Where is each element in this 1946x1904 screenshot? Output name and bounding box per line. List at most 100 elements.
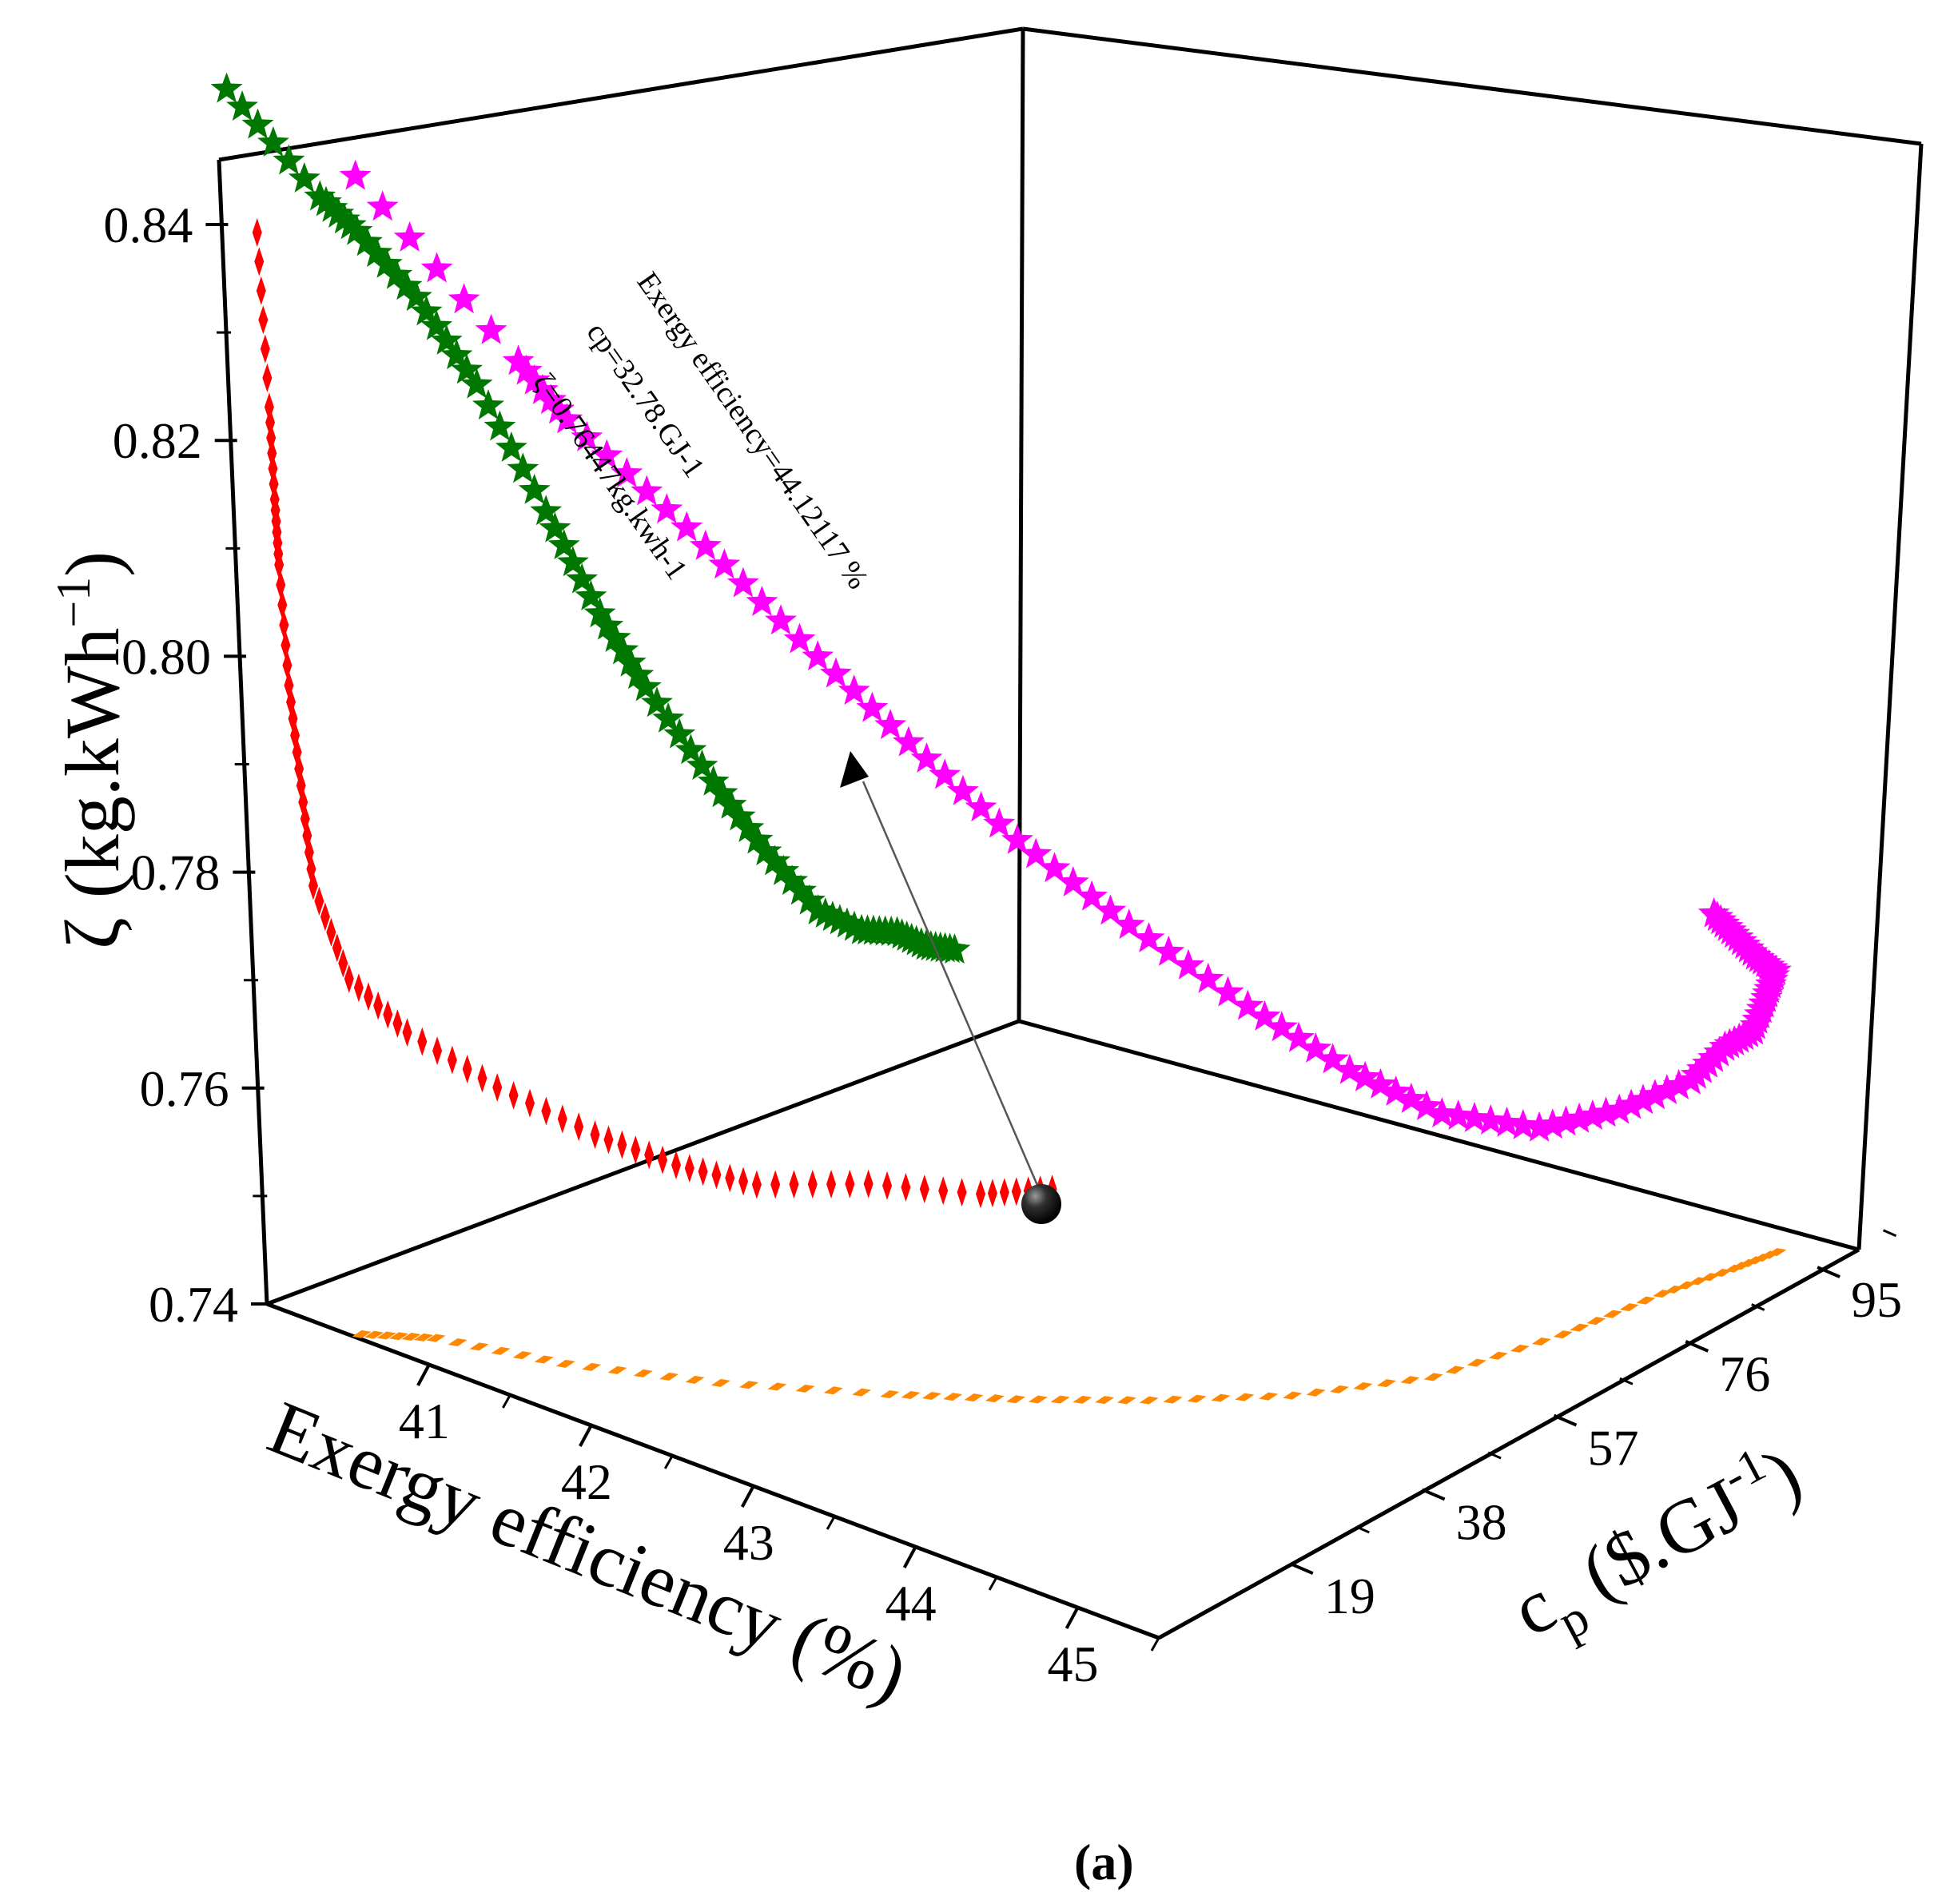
data-point <box>1192 962 1224 993</box>
data-point <box>366 190 399 221</box>
data-point <box>614 646 647 677</box>
data-point <box>631 475 663 506</box>
data-point <box>1050 1395 1070 1404</box>
data-point <box>1172 948 1204 980</box>
data-point <box>1697 896 1730 928</box>
x-axis-line <box>266 1302 1160 1640</box>
data-point <box>543 393 575 424</box>
data-point <box>919 1175 929 1204</box>
data-point <box>432 1036 443 1066</box>
z-axis-title: ζ (kg.kWh−1) <box>47 551 135 949</box>
data-point <box>527 373 559 404</box>
data-point <box>241 108 274 139</box>
data-point <box>273 144 305 175</box>
data-point <box>741 823 774 854</box>
data-point <box>776 865 809 896</box>
data-point <box>641 686 673 717</box>
data-point <box>826 1170 837 1199</box>
data-point <box>1662 1068 1695 1099</box>
panel-label: (a) <box>1074 1834 1134 1890</box>
y-minor-tick <box>1751 1303 1765 1311</box>
data-point <box>622 658 655 690</box>
data-point <box>1353 1381 1373 1390</box>
data-point <box>376 1331 396 1340</box>
data-point <box>1006 1395 1026 1404</box>
y-axis-title: cp ($.GJ-1) <box>1495 1425 1821 1666</box>
x-tick-label: 41 <box>399 1393 450 1449</box>
data-point <box>1570 1323 1590 1332</box>
data-point <box>338 948 348 978</box>
data-point <box>983 807 1016 838</box>
data-point <box>738 1167 749 1196</box>
x-minor-tick <box>502 1394 511 1409</box>
y-tick <box>1290 1562 1314 1576</box>
data-point <box>1011 1177 1021 1206</box>
data-point <box>1376 1379 1396 1388</box>
y-tick-label: 95 <box>1851 1271 1902 1328</box>
data-point <box>430 324 463 355</box>
data-point <box>448 283 480 314</box>
data-point <box>795 1384 815 1393</box>
z-tick-label: 0.82 <box>113 412 202 469</box>
data-point <box>659 1372 679 1381</box>
data-point <box>1550 1105 1582 1136</box>
data-point <box>518 364 551 395</box>
data-point <box>1490 1106 1523 1137</box>
data-point <box>1586 1317 1606 1326</box>
data-point <box>765 604 797 635</box>
data-point <box>725 1163 735 1193</box>
data-point <box>591 609 624 640</box>
data-point <box>1038 852 1071 883</box>
y-tick-label: 38 <box>1456 1493 1507 1550</box>
data-point <box>256 276 266 305</box>
data-point <box>495 431 527 462</box>
data-point <box>671 511 703 542</box>
data-point <box>1615 1088 1648 1119</box>
data-point <box>279 610 289 640</box>
data-point <box>281 630 291 660</box>
data-point <box>574 1112 584 1142</box>
series-layer <box>210 72 1792 1405</box>
tick-marks <box>205 223 1897 1652</box>
data-point <box>599 622 631 652</box>
data-point <box>946 774 979 805</box>
data-point <box>534 1355 554 1364</box>
z-tick-label: 0.84 <box>103 197 193 253</box>
data-point <box>460 368 493 399</box>
data-point <box>322 197 355 228</box>
data-point <box>334 209 367 240</box>
data-point <box>320 902 330 932</box>
data-point <box>451 353 483 384</box>
data-point <box>448 1338 468 1347</box>
data-point <box>651 493 683 524</box>
data-point <box>1364 1067 1397 1099</box>
data-point <box>957 1178 967 1207</box>
y-minor-tick <box>1619 1377 1634 1385</box>
data-point <box>350 225 383 256</box>
optimal-arrow <box>840 751 1041 1190</box>
data-point <box>938 933 971 964</box>
data-point <box>1603 1093 1636 1124</box>
data-point <box>708 548 741 579</box>
data-point <box>675 733 707 765</box>
y-tick <box>1553 1413 1578 1427</box>
data-point <box>502 344 535 376</box>
data-point <box>414 1333 434 1342</box>
data-point <box>282 650 292 680</box>
data-point <box>685 1375 705 1384</box>
y-minor-tick <box>1882 1229 1897 1238</box>
data-point <box>525 1088 535 1118</box>
data-point <box>658 1145 668 1175</box>
data-point <box>671 1151 681 1180</box>
optimal-point-marker <box>1021 1184 1061 1224</box>
data-point <box>1283 1021 1315 1052</box>
data-point <box>863 1169 874 1198</box>
data-point <box>262 364 273 393</box>
data-point <box>260 334 270 364</box>
data-point <box>901 1172 911 1202</box>
data-point <box>1283 1391 1303 1400</box>
arrow-shaft <box>862 781 1041 1190</box>
data-point <box>1299 1032 1332 1063</box>
y-minor-tick <box>1355 1525 1370 1534</box>
data-point <box>1553 1330 1573 1339</box>
